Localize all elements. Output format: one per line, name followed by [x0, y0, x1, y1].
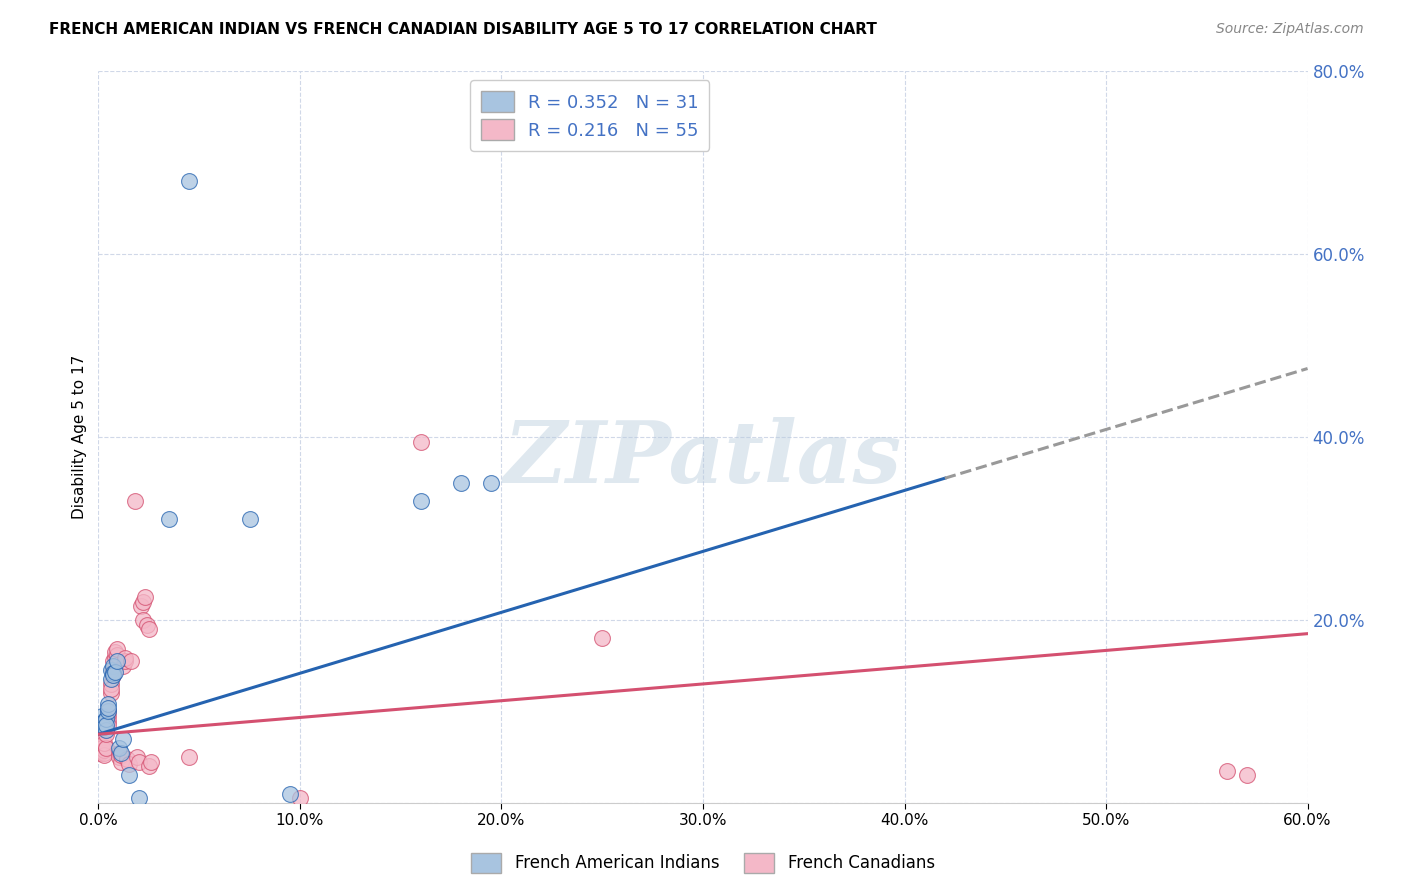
Point [91, 709, 114, 723]
Point [179, 174, 201, 188]
Point [103, 645, 125, 659]
Point [93, 746, 115, 760]
Point [103, 665, 125, 679]
Point [101, 667, 124, 681]
Point [118, 768, 141, 782]
Point [101, 667, 124, 681]
Point [100, 681, 122, 696]
Point [138, 622, 160, 636]
Point [409, 434, 432, 449]
Point [105, 648, 128, 662]
Point [114, 651, 136, 665]
Point [450, 475, 472, 490]
Point [89, 718, 111, 732]
Point [591, 632, 613, 646]
Point [239, 512, 262, 526]
Point [409, 494, 432, 508]
Point [93, 720, 115, 734]
Point [96, 718, 118, 732]
Point [110, 746, 132, 760]
Legend: French American Indians, French Canadians: French American Indians, French Canadian… [464, 847, 942, 880]
Point [96, 723, 118, 737]
Point [100, 677, 122, 691]
Point [93, 743, 115, 757]
Point [101, 654, 124, 668]
Point [278, 787, 301, 801]
Point [96, 727, 118, 741]
Point [128, 791, 150, 805]
Point [97, 714, 120, 728]
Point [103, 649, 125, 664]
Point [125, 750, 148, 764]
Point [107, 746, 129, 760]
Point [132, 613, 155, 627]
Point [97, 700, 120, 714]
Point [139, 755, 162, 769]
Point [97, 705, 120, 719]
Point [96, 740, 118, 755]
Point [91, 744, 114, 758]
Point [101, 658, 124, 673]
Point [1236, 768, 1258, 782]
Point [100, 686, 122, 700]
Point [93, 748, 115, 763]
Point [110, 748, 132, 763]
Point [91, 739, 114, 753]
Point [89, 743, 111, 757]
Text: Source: ZipAtlas.com: Source: ZipAtlas.com [1216, 22, 1364, 37]
Point [138, 759, 160, 773]
Point [179, 750, 201, 764]
Point [89, 740, 111, 755]
Point [288, 791, 311, 805]
Point [132, 594, 155, 608]
Point [97, 705, 120, 719]
Point [120, 654, 142, 668]
Point [157, 512, 180, 526]
Point [107, 740, 129, 755]
Point [134, 590, 156, 604]
Text: ZIPatlas: ZIPatlas [503, 417, 903, 500]
Y-axis label: Disability Age 5 to 17: Disability Age 5 to 17 [72, 355, 87, 519]
Point [115, 752, 138, 766]
Point [129, 599, 152, 614]
Point [1216, 764, 1239, 778]
Point [124, 494, 146, 508]
Point [105, 642, 128, 657]
Text: FRENCH AMERICAN INDIAN VS FRENCH CANADIAN DISABILITY AGE 5 TO 17 CORRELATION CHA: FRENCH AMERICAN INDIAN VS FRENCH CANADIA… [49, 22, 877, 37]
Point [135, 617, 157, 632]
Point [91, 740, 114, 755]
Point [114, 654, 136, 668]
Point [111, 658, 134, 673]
Point [110, 755, 132, 769]
Point [107, 750, 129, 764]
Point [96, 712, 118, 726]
Point [100, 663, 122, 677]
Point [96, 723, 118, 737]
Point [101, 665, 124, 680]
Point [111, 731, 134, 746]
Point [93, 715, 115, 730]
Point [118, 757, 141, 772]
Point [97, 718, 120, 732]
Legend: R = 0.352   N = 31, R = 0.216   N = 55: R = 0.352 N = 31, R = 0.216 N = 55 [470, 80, 710, 151]
Point [89, 746, 111, 760]
Point [91, 716, 114, 731]
Point [128, 755, 150, 769]
Point [481, 475, 503, 490]
Point [93, 736, 115, 750]
Point [103, 658, 125, 673]
Point [97, 697, 120, 711]
Point [93, 714, 115, 728]
Point [101, 663, 124, 677]
Point [100, 673, 122, 687]
Point [105, 654, 128, 668]
Point [97, 709, 120, 723]
